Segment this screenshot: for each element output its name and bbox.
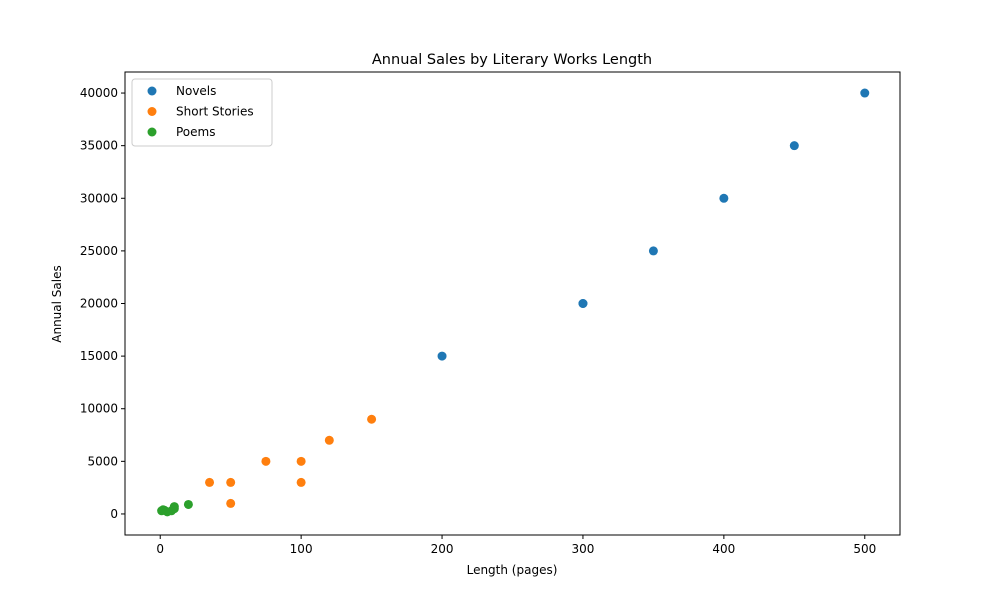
x-tick-label: 400 (712, 542, 735, 556)
data-point-poems (169, 502, 179, 512)
y-tick-label: 20000 (80, 297, 118, 311)
y-tick-label: 10000 (80, 402, 118, 416)
plot-area: 0 100 200 300 400 500050001000015000200002500… (80, 71, 901, 556)
y-tick-label: 25000 (80, 244, 118, 258)
legend-marker (147, 107, 157, 116)
y-tick-label: 5000 (87, 454, 118, 468)
data-point-novels (719, 193, 729, 203)
data-point-novels (648, 246, 658, 256)
x-tick-label: 0 (156, 542, 164, 556)
data-point-short-stories (205, 477, 215, 487)
legend-marker (147, 86, 157, 96)
y-tick-label: 35000 (80, 139, 118, 153)
y-tick-label: 30000 (80, 191, 118, 205)
data-point-novels (789, 141, 799, 151)
chart-title: Annual Sales by Literary Works Length (372, 52, 652, 68)
data-point-short-stories (226, 477, 236, 487)
data-point-short-stories (296, 456, 306, 466)
legend-marker (147, 127, 157, 137)
legend-label: Novels (176, 84, 216, 98)
legend-box (131, 78, 273, 147)
data-point-short-stories (367, 414, 377, 424)
x-tick-label: 100 (290, 542, 313, 556)
x-tick-label: 300 (572, 542, 595, 556)
y-axis-title: Annual Sales (50, 265, 64, 342)
data-point-short-stories (296, 477, 306, 487)
data-point-novels (437, 351, 447, 361)
y-tick-label: 0 (110, 507, 118, 521)
data-point-poems (183, 499, 193, 509)
y-tick-label: 15000 (80, 349, 118, 363)
data-point-short-stories (324, 435, 334, 445)
legend: Novels Short Stories Poems (131, 78, 273, 147)
data-point-short-stories (261, 456, 271, 466)
data-point-novels (578, 299, 588, 308)
x-axis-title: Length (pages) (467, 563, 558, 577)
x-tick-label: 200 (431, 542, 454, 556)
data-point-novels (860, 88, 870, 98)
legend-label: Poems (176, 125, 215, 139)
x-tick-label: 500 (853, 542, 876, 556)
data-point-short-stories (226, 498, 236, 508)
y-tick-label: 40000 (80, 86, 118, 100)
legend-label: Short Stories (176, 105, 254, 119)
